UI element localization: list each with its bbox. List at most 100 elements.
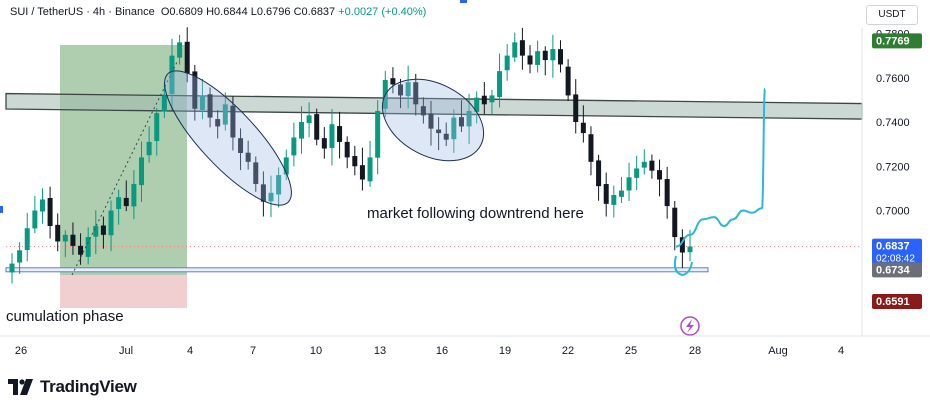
candle-body bbox=[497, 71, 503, 98]
candle-body bbox=[108, 210, 114, 236]
candle-body bbox=[222, 104, 228, 125]
candle-body bbox=[161, 95, 167, 112]
x-tick-label: 13 bbox=[374, 345, 386, 357]
candle-body bbox=[321, 138, 327, 149]
candle-body bbox=[420, 106, 426, 116]
candle-body bbox=[268, 192, 274, 202]
candle-body bbox=[451, 117, 457, 140]
candles-layer bbox=[9, 27, 693, 284]
left-edge-marker bbox=[0, 206, 3, 213]
overlay-layer: market following downtrend here cumulatio… bbox=[6, 59, 766, 336]
candle-body bbox=[199, 95, 205, 110]
flash-icon-ring bbox=[680, 316, 700, 336]
currency-selector[interactable]: USDT bbox=[866, 5, 918, 25]
candle-body bbox=[565, 66, 571, 96]
price-badge-text-current: 0.6837 bbox=[876, 241, 910, 253]
candle-body bbox=[466, 110, 472, 127]
accumulation-red-box bbox=[60, 275, 187, 308]
x-tick-label: 22 bbox=[562, 345, 574, 357]
y-tick-label: 0.7400 bbox=[876, 117, 910, 129]
x-tick-label: 26 bbox=[15, 345, 27, 357]
candle-body bbox=[611, 195, 617, 205]
candle-body bbox=[573, 94, 579, 122]
candle-body bbox=[17, 250, 23, 263]
candle-body bbox=[70, 234, 76, 246]
candle-body bbox=[123, 197, 129, 207]
candle-body bbox=[504, 55, 510, 71]
candle-body bbox=[443, 133, 449, 140]
candle-body bbox=[687, 246, 693, 253]
candle-body bbox=[405, 82, 411, 97]
candle-body bbox=[276, 175, 282, 195]
candle-body bbox=[626, 177, 632, 191]
candle-body bbox=[413, 82, 419, 105]
symbol-label: SUI / TetherUS · 4h · Binance bbox=[10, 6, 155, 18]
candle-body bbox=[588, 134, 594, 162]
candle-body bbox=[139, 157, 145, 186]
background-layer bbox=[5, 45, 863, 308]
candle-body bbox=[398, 84, 404, 96]
y-tick-label: 0.7200 bbox=[876, 161, 910, 173]
price-badge-current bbox=[872, 238, 922, 265]
candle-body bbox=[657, 170, 663, 180]
support-line bbox=[5, 267, 709, 273]
candle-body bbox=[314, 114, 320, 140]
tradingview-logo-icon bbox=[8, 379, 34, 395]
candle-body bbox=[458, 117, 464, 127]
candle-body bbox=[519, 40, 525, 56]
candle-body bbox=[78, 245, 84, 255]
close-value: C0.6837 bbox=[293, 6, 336, 18]
low-value: L0.6796 bbox=[250, 6, 291, 18]
candle-body bbox=[580, 122, 586, 134]
candle-body bbox=[641, 161, 647, 168]
candle-body bbox=[32, 210, 38, 229]
candle-body bbox=[39, 199, 45, 212]
price-badge-text-low: 0.6591 bbox=[876, 296, 910, 308]
candle-body bbox=[306, 115, 312, 124]
candle-body bbox=[557, 49, 563, 65]
candle-body bbox=[192, 71, 198, 109]
candle-body bbox=[390, 78, 396, 85]
candle-body bbox=[253, 162, 259, 184]
y-tick-label: 0.7000 bbox=[876, 206, 910, 218]
downtrend-ellipse-2 bbox=[381, 78, 485, 162]
candle-body bbox=[664, 179, 670, 207]
candle-body bbox=[535, 51, 541, 65]
price-badge-text-support: 0.6734 bbox=[876, 264, 911, 276]
candle-body bbox=[245, 152, 251, 162]
x-tick-label: 4 bbox=[187, 345, 193, 357]
tradingview-logo-text: TradingView bbox=[40, 377, 137, 396]
candle-body bbox=[489, 95, 495, 103]
candle-body bbox=[184, 41, 190, 74]
x-tick-label: 7 bbox=[250, 345, 256, 357]
candle-body bbox=[62, 234, 68, 242]
candle-body bbox=[291, 137, 297, 156]
annotation-downtrend: market following downtrend here bbox=[367, 205, 584, 222]
candle-body bbox=[260, 184, 266, 202]
top-edge-marker bbox=[460, 0, 467, 3]
candle-body bbox=[230, 105, 236, 138]
candle-body bbox=[215, 119, 221, 127]
candle-body bbox=[596, 160, 602, 187]
candle-body bbox=[367, 157, 373, 182]
candle-body bbox=[542, 50, 548, 61]
price-badge-support bbox=[872, 262, 922, 278]
candle-body bbox=[116, 197, 122, 209]
price-badge-low bbox=[872, 293, 922, 309]
candle-body bbox=[85, 237, 91, 257]
high-value: H0.6844 bbox=[206, 6, 248, 18]
price-badge-text-target: 0.7769 bbox=[876, 35, 910, 47]
x-tick-label: 4 bbox=[838, 345, 844, 357]
candle-body bbox=[550, 48, 556, 61]
candle-body bbox=[672, 207, 678, 238]
candle-body bbox=[352, 156, 358, 167]
candle-body bbox=[329, 124, 335, 148]
candle-body bbox=[207, 94, 213, 118]
candle-body bbox=[93, 225, 99, 237]
symbol-header: SUI / TetherUS · 4h · Binance O0.6809 H0… bbox=[10, 6, 426, 18]
candle-body bbox=[9, 263, 15, 273]
candle-body bbox=[344, 141, 350, 158]
candle-body bbox=[634, 168, 640, 178]
accumulation-green-box bbox=[60, 45, 187, 275]
